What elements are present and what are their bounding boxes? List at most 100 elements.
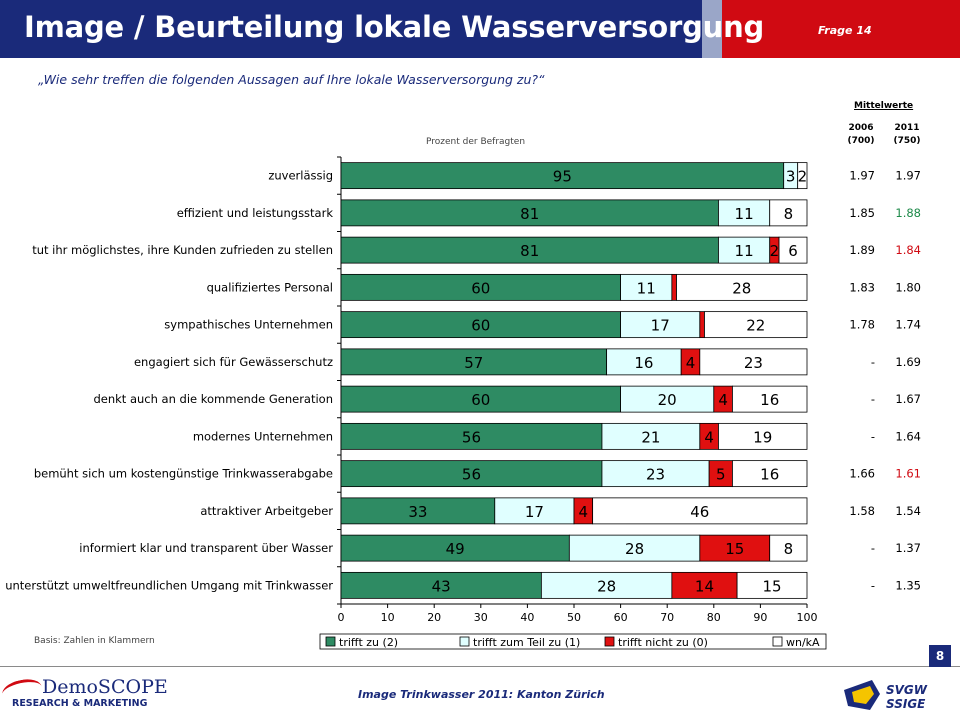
data-label: 2 (770, 242, 780, 260)
data-label: 17 (525, 503, 544, 521)
x-tick-label: 60 (614, 611, 628, 624)
x-tick-label: 100 (797, 611, 818, 624)
logo-ssige-text: SSIGE (886, 697, 926, 711)
data-label: 11 (735, 205, 754, 223)
x-tick-label: 0 (338, 611, 345, 624)
data-label: 28 (625, 540, 644, 558)
x-tick-label: 70 (660, 611, 674, 624)
x-tick-label: 80 (707, 611, 721, 624)
data-label: 33 (408, 503, 427, 521)
mittelwert-2006: 1.78 (849, 318, 875, 332)
header-bar: Image / Beurteilung lokale Wasserversorg… (0, 0, 960, 58)
data-label: 20 (658, 391, 677, 409)
bar-segment (340, 162, 785, 190)
mittelwert-2011: 1.35 (895, 578, 921, 592)
mittelwert-2011: 1.88 (895, 206, 921, 220)
mittelwert-2011: 1.69 (895, 355, 921, 369)
data-label: 56 (462, 466, 481, 484)
data-label: 81 (520, 205, 539, 223)
bar-segment (494, 497, 575, 525)
mittelwert-2006: 1.66 (849, 467, 875, 481)
bar-segment (340, 497, 496, 525)
data-label: 43 (432, 577, 451, 595)
page-number: 8 (929, 645, 951, 667)
header-navy-band (0, 0, 722, 58)
bar-segment (340, 571, 542, 599)
mittelwerte-n: (700) (847, 136, 874, 146)
mittelwert-2011: 1.67 (895, 392, 921, 406)
mittelwert-2011: 1.54 (895, 504, 921, 518)
data-label: 8 (784, 540, 794, 558)
data-label: 28 (597, 577, 616, 595)
mittelwert-2006: - (871, 429, 875, 443)
bar-segment (340, 311, 622, 339)
bar-segment (732, 460, 808, 488)
legend-label: trifft zu (2) (339, 636, 398, 649)
mittelwert-2011: 1.80 (895, 280, 921, 294)
logo-research-text: RESEARCH & MARKETING (12, 698, 148, 709)
bar-segment (620, 273, 673, 301)
mittelwert-2011: 1.61 (895, 467, 921, 481)
chart-axis-title: Prozent der Befragten (426, 137, 526, 147)
logo-svgw-text: SVGW (886, 683, 928, 697)
data-label: 4 (704, 428, 714, 446)
data-label: 19 (753, 428, 772, 446)
bar-segment (601, 422, 701, 450)
mittelwerte-year: 2011 (894, 123, 919, 133)
category-label: tut ihr möglichstes, ihre Kunden zufried… (32, 243, 333, 257)
mittelwert-2006: 1.58 (849, 504, 875, 518)
data-label: 3 (786, 168, 796, 186)
bar-segment (340, 422, 603, 450)
mittelwerte-year: 2006 (848, 123, 873, 133)
mittelwerte-title: Mittelwerte (854, 101, 914, 111)
x-tick-label: 20 (427, 611, 441, 624)
bar-segment (704, 311, 808, 339)
bar-segment (778, 236, 808, 264)
demoscope-logo: DemoSCOPE RESEARCH & MARKETING (0, 674, 175, 714)
data-label: 56 (462, 428, 481, 446)
data-label: 8 (784, 205, 794, 223)
x-tick-label: 30 (474, 611, 488, 624)
survey-question: „Wie sehr treffen die folgenden Aussagen… (38, 72, 545, 87)
bar-segment (699, 348, 808, 376)
bar-segment (699, 311, 705, 339)
legend-swatch (772, 636, 783, 647)
mittelwert-2006: - (871, 355, 875, 369)
mittelwerte-n: (750) (893, 136, 920, 146)
bar-segment (732, 385, 808, 413)
mittelwert-2006: 1.85 (849, 206, 875, 220)
category-label: modernes Unternehmen (193, 429, 333, 443)
legend-swatch (604, 636, 615, 647)
data-label: 23 (744, 354, 763, 372)
mittelwert-2006: - (871, 392, 875, 406)
data-label: 2 (798, 168, 808, 186)
mittelwert-2011: 1.64 (895, 429, 921, 443)
data-label: 17 (651, 317, 670, 335)
data-label: 28 (732, 279, 751, 297)
legend-label: trifft nicht zu (0) (618, 636, 708, 649)
bar-segment (671, 273, 677, 301)
category-label: unterstützt umweltfreundlichen Umgang mi… (5, 578, 333, 592)
header-accent-stripe (702, 0, 722, 58)
data-label: 95 (553, 168, 572, 186)
bar-segment (797, 162, 808, 190)
bar-segment (769, 534, 808, 562)
bar-segment (601, 460, 710, 488)
header-red-band (722, 0, 960, 58)
legend-label: trifft zum Teil zu (1) (473, 636, 580, 649)
category-label: effizient und leistungsstark (177, 206, 334, 220)
bar-segment (718, 422, 808, 450)
data-label: 16 (760, 466, 779, 484)
bar-segment (340, 273, 622, 301)
data-label: 5 (716, 466, 726, 484)
bar-segment (718, 236, 771, 264)
category-label: bemüht sich um kostengünstige Trinkwasse… (34, 467, 333, 481)
data-label: 16 (634, 354, 653, 372)
bar-segment (592, 497, 808, 525)
data-label: 49 (446, 540, 465, 558)
data-label: 6 (788, 242, 798, 260)
data-label: 4 (718, 391, 728, 409)
legend-label: wn/kA (786, 636, 820, 649)
x-tick-label: 50 (567, 611, 581, 624)
